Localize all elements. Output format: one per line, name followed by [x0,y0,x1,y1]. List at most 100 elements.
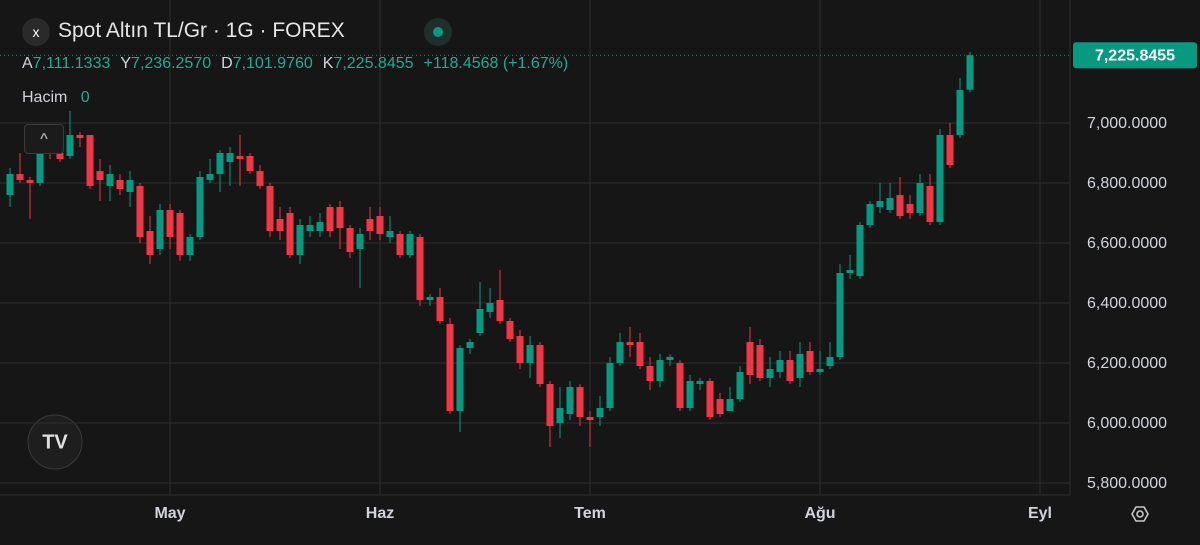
candle-body [756,345,764,378]
x-tick-label: May [154,505,185,522]
candle-body [266,186,274,231]
candle-body [156,210,164,249]
candle-body [316,222,324,231]
candle-body [796,354,804,378]
candle-body [966,55,974,90]
candle-body [556,408,564,423]
candle-body [706,381,714,417]
candle-body [66,135,74,156]
candle-body [946,135,954,165]
x-tick-label: Tem [574,505,606,522]
candle-body [406,234,414,255]
candle-body [246,156,254,171]
candle-body [846,270,854,273]
candle-body [576,387,584,417]
candle-body [516,336,524,363]
candle-body [176,213,184,255]
y-tick-label: 7,000.0000 [1087,115,1167,132]
candle-body [586,417,594,420]
candle-body [676,363,684,408]
candle-body [696,381,704,384]
candle-body [456,348,464,411]
candle-body [886,198,894,210]
candle-body [596,408,604,417]
candle-body [666,357,674,360]
candle-body [206,174,214,180]
candle-body [366,219,374,231]
candle-body [816,369,824,372]
candle-body [536,345,544,384]
candle-body [916,183,924,213]
y-tick-label: 6,800.0000 [1087,175,1167,192]
candle-body [296,225,304,255]
ohlc-value: 7,225.8455 [333,55,414,72]
y-tick-label: 5,800.0000 [1087,475,1167,492]
candle-body [746,342,754,375]
candle-body [856,225,864,276]
candle-body [256,171,264,186]
candle-body [866,204,874,225]
candle-body [106,174,114,186]
candle-body [956,90,964,135]
candle-body [936,135,944,222]
candle-body [636,342,644,366]
market-status [424,18,452,46]
y-tick-label: 6,600.0000 [1087,235,1167,252]
candle-body [446,324,454,411]
candle-body [76,135,84,138]
candle-body [656,360,664,381]
volume-label: Hacim [22,89,68,106]
candle-body [26,180,34,183]
candle-body [196,177,204,237]
candle-body [236,156,244,159]
candle-body [926,186,934,222]
candle-body [806,351,814,372]
y-tick-label: 6,400.0000 [1087,295,1167,312]
candle-body [626,342,634,345]
candle-body [566,387,574,414]
candle-body [736,372,744,399]
candle-body [166,210,174,237]
candle-body [766,369,774,378]
chart-title: Spot Altın TL/Gr · 1G · FOREX [58,19,345,42]
ohlc-value: 7,101.9760 [232,55,313,72]
candle-body [396,234,404,255]
candle-body [436,297,444,321]
ohlc-label: Y [120,55,132,72]
ohlc-value: 7,236.2570 [131,55,212,72]
candle-body [606,363,614,408]
candle-body [466,342,474,348]
tv-logo[interactable]: TV [27,414,83,470]
svg-text:TV: TV [42,431,68,453]
candle-body [226,153,234,162]
candle-body [476,309,484,333]
candle-body [116,180,124,189]
volume-value: 0 [80,89,90,106]
settings-icon[interactable] [1131,506,1149,522]
ohlc-header: A7,111.1333 Y7,236.2570 D7,101.9760 K7,225.… [22,55,568,73]
candle-body [126,180,134,192]
candle-body [356,234,364,249]
candle-body [896,195,904,216]
candle-body [646,366,654,381]
candle-body [96,171,104,180]
candle-body [726,399,734,411]
ohlc-label: K [322,55,334,72]
candle-body [526,345,534,363]
last-price-tag [1073,42,1197,69]
y-tick-label: 6,000.0000 [1087,415,1167,432]
candle-body [876,201,884,207]
close-symbol-button[interactable]: x [22,18,50,46]
collapse-button[interactable]: ^ [24,124,64,154]
x-tick-label: Ağu [804,505,835,522]
candle-body [146,231,154,255]
candle-body [376,216,384,234]
candle-body [286,213,294,255]
candle-body [386,231,394,237]
candle-body [426,297,434,300]
candle-body [496,300,504,321]
candle-body [6,174,14,195]
candle-body [86,135,94,186]
